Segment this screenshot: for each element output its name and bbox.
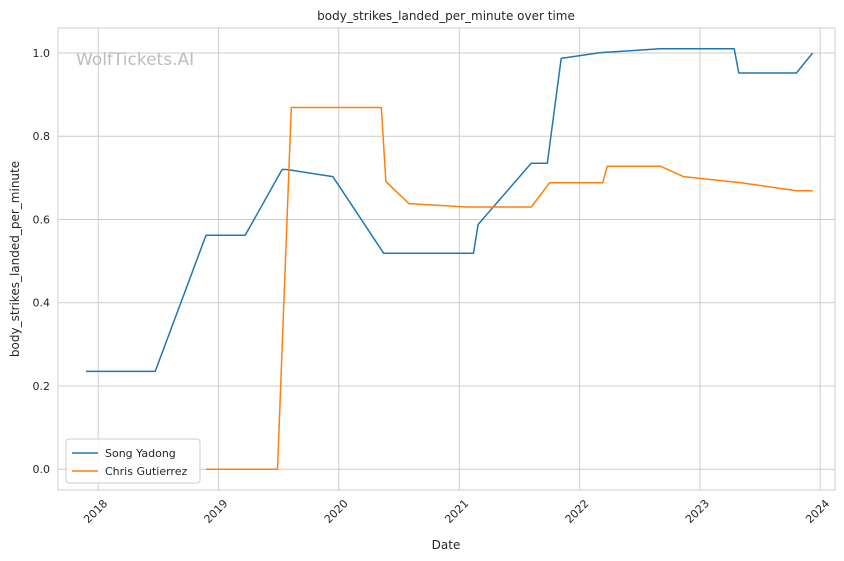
watermark-text: WolfTickets.AI — [76, 50, 194, 70]
legend-label-1: Chris Gutierrez — [105, 465, 187, 478]
grid — [58, 28, 835, 490]
y-tick-label: 1.0 — [33, 47, 51, 60]
y-tick-label: 0.0 — [33, 463, 51, 476]
legend: Song Yadong Chris Gutierrez — [65, 438, 201, 484]
x-tick-label: 2021 — [442, 497, 471, 526]
y-tick-label: 0.4 — [33, 297, 51, 310]
plot-frame — [57, 27, 836, 491]
series-lines — [86, 48, 814, 470]
x-tick-label: 2019 — [202, 497, 231, 526]
x-axis-label: Date — [432, 538, 461, 552]
x-tick-label: 2018 — [81, 497, 110, 526]
x-tick-label: 2022 — [563, 497, 592, 526]
legend-label-0: Song Yadong — [105, 447, 176, 460]
y-axis-label: body_strikes_landed_per_minute — [8, 161, 22, 357]
series-line-1 — [206, 106, 813, 470]
legend-box — [65, 438, 201, 484]
y-tick-label: 0.6 — [33, 213, 51, 226]
series-line-0 — [86, 48, 814, 373]
y-tick-label: 0.2 — [33, 380, 51, 393]
x-tick-label: 2024 — [803, 497, 832, 526]
x-tick-label: 2020 — [322, 497, 351, 526]
y-tick-label: 0.8 — [33, 130, 51, 143]
x-tick-label: 2023 — [683, 497, 712, 526]
chart-title: body_strikes_landed_per_minute over time — [317, 9, 575, 23]
